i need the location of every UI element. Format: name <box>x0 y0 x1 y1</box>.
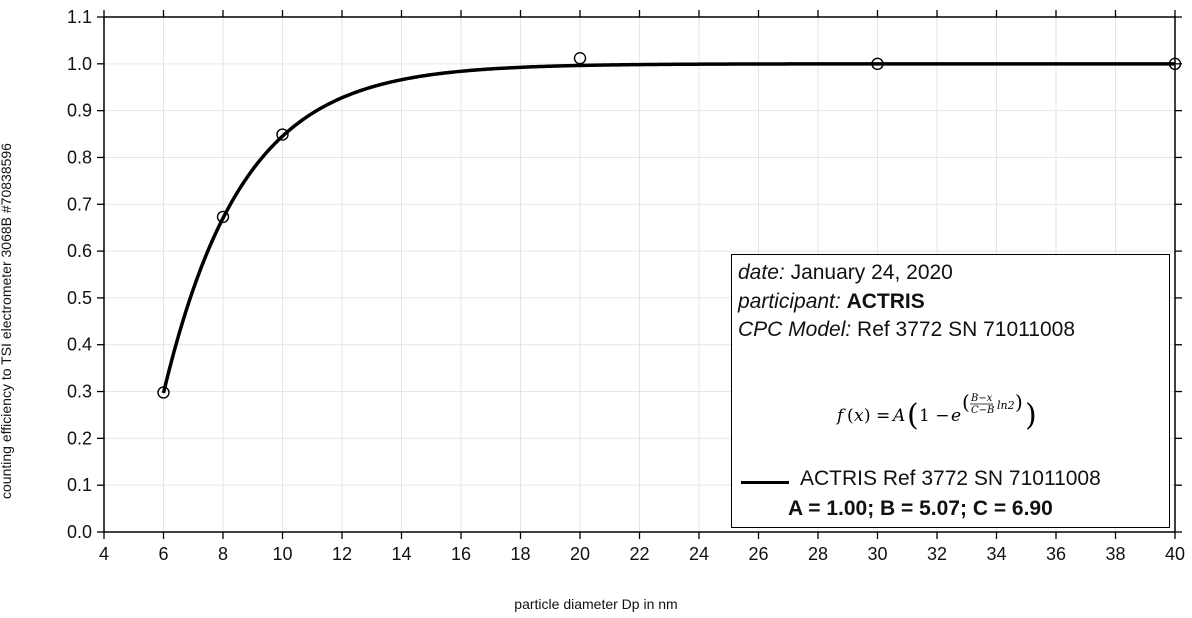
x-tick-label: 16 <box>451 544 471 564</box>
fit-formula: f ( x ) = A ( 1 − e ( B−x C−B ln2 ) ) <box>732 383 1169 447</box>
y-tick-label: 0.1 <box>67 475 92 495</box>
svg-text:B−x: B−x <box>970 393 993 404</box>
axis-ticks <box>97 10 1182 539</box>
x-tick-label: 20 <box>570 544 590 564</box>
svg-text:f: f <box>835 406 846 426</box>
svg-text:ln2: ln2 <box>997 399 1015 412</box>
participant-key: participant: <box>738 290 841 313</box>
x-tick-label: 28 <box>808 544 828 564</box>
legend-info-box: date: January 24, 2020 participant: ACTR… <box>731 254 1170 528</box>
svg-text:1 −: 1 − <box>919 406 949 426</box>
y-tick-label: 0.5 <box>67 288 92 308</box>
x-tick-label: 10 <box>272 544 292 564</box>
svg-text:(: ( <box>847 406 854 426</box>
legend-series-label: ACTRIS Ref 3772 SN 71011008 <box>800 467 1101 490</box>
svg-text:): ) <box>1015 390 1023 414</box>
date-value: January 24, 2020 <box>790 261 953 284</box>
x-tick-label: 30 <box>867 544 887 564</box>
data-point <box>871 57 884 71</box>
x-tick-label: 36 <box>1046 544 1066 564</box>
model-value: Ref 3772 SN 71011008 <box>857 318 1075 341</box>
svg-text:A: A <box>891 406 905 426</box>
date-key: date: <box>738 261 785 284</box>
fit-curve-line <box>161 62 1175 394</box>
x-tick-label: 22 <box>629 544 649 564</box>
y-tick-label: 0.7 <box>67 194 92 214</box>
model-key: CPC Model: <box>738 318 852 341</box>
y-tick-label: 0.8 <box>67 147 92 167</box>
y-tick-label: 0.4 <box>67 335 92 355</box>
y-tick-label: 0.0 <box>67 522 92 542</box>
x-tick-label: 6 <box>158 544 168 564</box>
x-tick-label: 32 <box>927 544 947 564</box>
x-tick-label: 4 <box>99 544 109 564</box>
y-tick-label: 0.9 <box>67 101 92 121</box>
svg-text:(: ( <box>907 398 919 433</box>
x-axis-label: particle diameter Dp in nm <box>514 596 678 612</box>
plot-frame <box>103 16 1176 533</box>
data-point <box>573 52 587 65</box>
data-point <box>216 210 230 224</box>
y-tick-label: 1.1 <box>67 7 92 27</box>
svg-text:) =: ) = <box>864 406 890 426</box>
y-tick-labels: 0.0 0.1 0.2 0.3 0.4 0.5 0.6 0.7 0.8 0.9 1.0 1.1 <box>67 7 92 542</box>
svg-text:e: e <box>951 406 961 426</box>
svg-text:C−B: C−B <box>971 405 994 416</box>
svg-text:x: x <box>854 406 864 426</box>
y-tick-label: 1.0 <box>67 54 92 74</box>
x-tick-label: 38 <box>1105 544 1125 564</box>
y-axis-label: counting efficiency to TSI electrometer … <box>0 143 14 499</box>
model-line: CPC Model: Ref 3772 SN 71011008 <box>738 318 1075 342</box>
svg-text:): ) <box>1025 398 1037 433</box>
x-tick-label: 34 <box>986 544 1006 564</box>
y-tick-label: 0.6 <box>67 241 92 261</box>
y-tick-label: 0.3 <box>67 382 92 402</box>
date-line: date: January 24, 2020 <box>738 261 953 285</box>
formula-svg: f ( x ) = A ( 1 − e ( B−x C−B ln2 ) ) <box>835 390 1037 433</box>
x-tick-label: 24 <box>689 544 709 564</box>
legend-fit-params: A = 1.00; B = 5.07; C = 6.90 <box>788 497 1053 520</box>
legend-line-swatch <box>741 481 789 484</box>
x-tick-labels: 4 6 8 10 12 14 16 18 20 22 24 26 28 30 32 34 36 38 40 <box>99 544 1185 564</box>
x-tick-label: 18 <box>510 544 530 564</box>
y-tick-label: 0.2 <box>67 428 92 448</box>
x-tick-label: 14 <box>391 544 411 564</box>
data-point <box>157 386 170 399</box>
x-tick-label: 12 <box>332 544 352 564</box>
svg-text:(: ( <box>962 390 970 414</box>
x-tick-label: 8 <box>218 544 228 564</box>
participant-line: participant: ACTRIS <box>738 290 925 314</box>
x-tick-label: 26 <box>748 544 768 564</box>
x-tick-label: 40 <box>1165 544 1185 564</box>
participant-value: ACTRIS <box>846 290 925 313</box>
data-point <box>276 128 289 141</box>
